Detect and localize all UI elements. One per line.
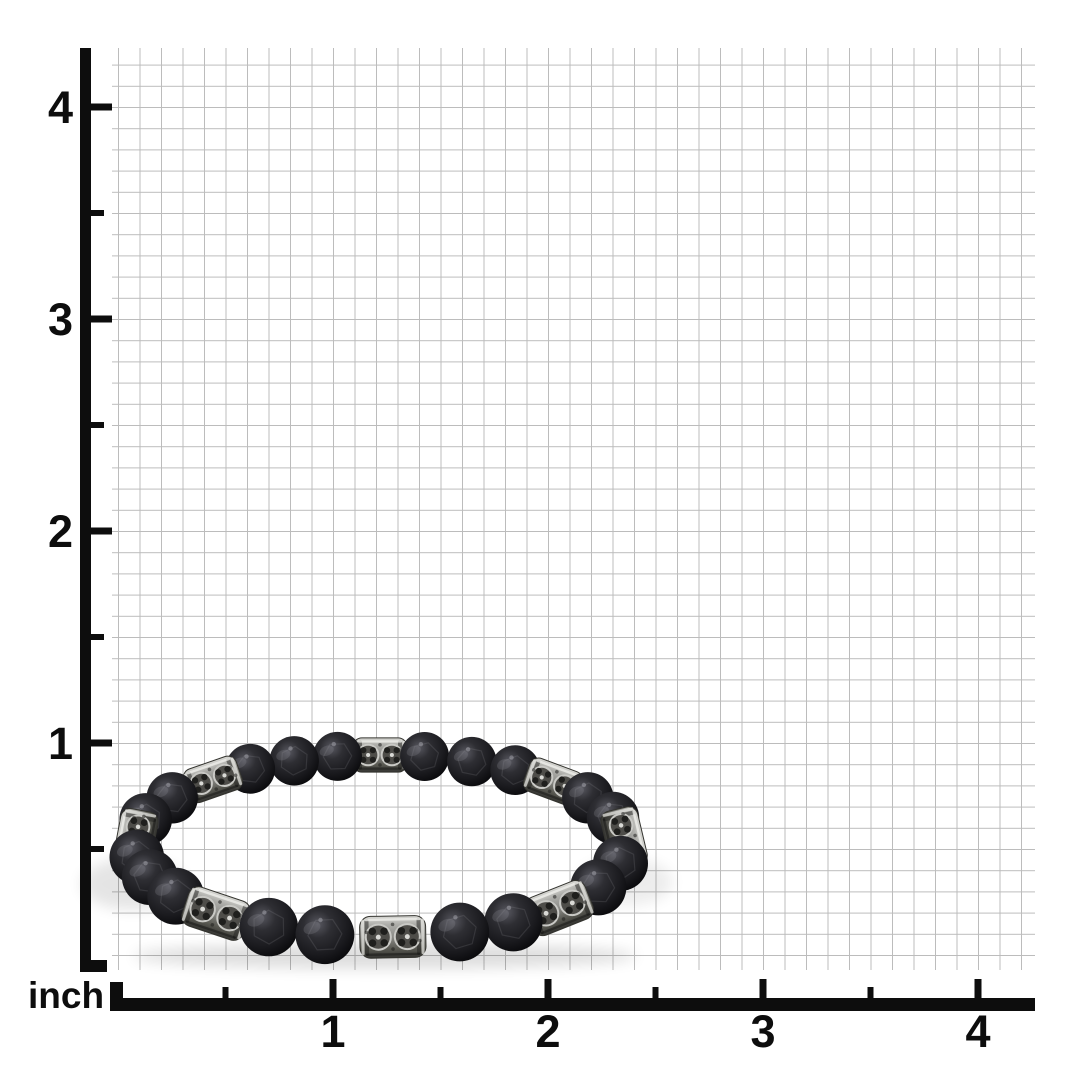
onyx-bead bbox=[400, 732, 450, 781]
ruler-y-minor-tick bbox=[91, 846, 104, 852]
onyx-bead bbox=[239, 897, 298, 957]
onyx-bead bbox=[295, 905, 355, 965]
onyx-bead bbox=[484, 893, 543, 952]
ruler-x-label-4: 4 bbox=[965, 1006, 990, 1057]
vertical-ruler-foot bbox=[80, 960, 107, 972]
ruler-y-label-3: 3 bbox=[48, 294, 73, 345]
ruler-y-label-2: 2 bbox=[48, 506, 73, 557]
onyx-bead bbox=[313, 731, 362, 781]
ruler-x-major-tick bbox=[974, 979, 982, 998]
ruler-y-minor-tick bbox=[91, 422, 104, 428]
ruler-y-label-1: 1 bbox=[48, 718, 73, 769]
vertical-inch-ruler: 4 3 2 1 bbox=[48, 48, 112, 972]
horizontal-ruler-stub bbox=[110, 982, 123, 1011]
ruler-x-minor-tick bbox=[652, 987, 659, 998]
onyx-bead bbox=[269, 736, 319, 786]
ruler-x-major-tick bbox=[759, 979, 767, 998]
ruler-x-major-tick bbox=[544, 979, 552, 998]
bracelet-photo bbox=[109, 731, 648, 965]
vertical-ruler-bar bbox=[80, 48, 91, 972]
ruler-x-label-1: 1 bbox=[320, 1006, 345, 1057]
ruler-x-label-2: 2 bbox=[535, 1006, 560, 1057]
ruler-y-minor-tick bbox=[91, 210, 104, 216]
ornate-tube-bead bbox=[359, 915, 427, 959]
horizontal-ruler-bar bbox=[110, 998, 1035, 1011]
onyx-bead bbox=[430, 902, 490, 962]
ruler-y-label-4: 4 bbox=[48, 82, 73, 133]
ruler-y-major-tick bbox=[91, 103, 112, 111]
ruler-y-major-tick bbox=[91, 527, 112, 535]
ruler-x-label-3: 3 bbox=[750, 1006, 775, 1057]
ruler-y-major-tick bbox=[91, 739, 112, 747]
grid-paper bbox=[112, 48, 1035, 970]
ruler-x-minor-tick bbox=[867, 987, 874, 998]
horizontal-inch-ruler: 1 2 3 4 bbox=[110, 979, 1035, 1057]
ruler-y-labels: 4 3 2 1 bbox=[48, 82, 73, 769]
ruler-x-labels: 1 2 3 4 bbox=[320, 1006, 990, 1057]
ruler-y-major-tick bbox=[91, 315, 112, 323]
unit-label: inch bbox=[28, 975, 104, 1016]
ruler-y-ticks bbox=[91, 103, 112, 852]
ruler-x-minor-tick bbox=[222, 987, 229, 998]
ruler-y-minor-tick bbox=[91, 634, 104, 640]
ruler-x-major-tick bbox=[329, 979, 337, 998]
ruler-x-minor-tick bbox=[437, 987, 444, 998]
onyx-bead bbox=[447, 736, 497, 787]
ruler-x-ticks bbox=[222, 979, 982, 998]
